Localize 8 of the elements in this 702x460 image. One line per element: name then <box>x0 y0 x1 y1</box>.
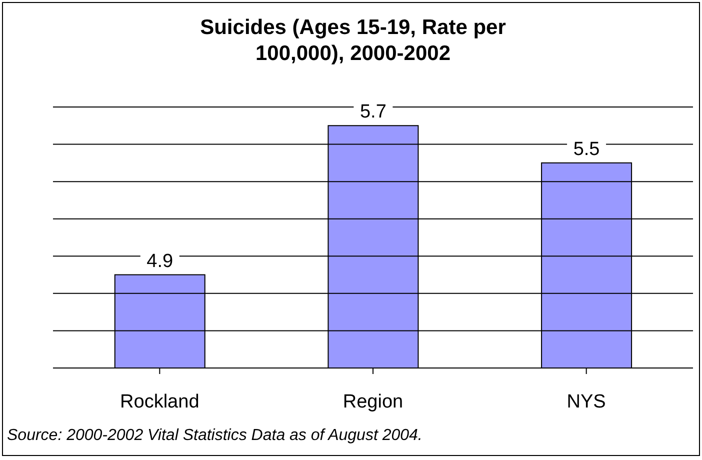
chart-title: Suicides (Ages 15-19, Rate per 100,000), 2000-2002 <box>199 15 507 67</box>
x-tick-label: Rockland <box>120 391 200 412</box>
data-label: 5.7 <box>360 102 386 123</box>
data-label: 4.9 <box>146 250 174 272</box>
source-note: Source: 2000-2002 Vital Statistics Data as of August 2004. <box>7 427 422 445</box>
data-label: 5.5 <box>573 138 600 160</box>
x-tick-label: NYS <box>566 391 606 412</box>
x-tick-label: Region <box>342 391 404 412</box>
